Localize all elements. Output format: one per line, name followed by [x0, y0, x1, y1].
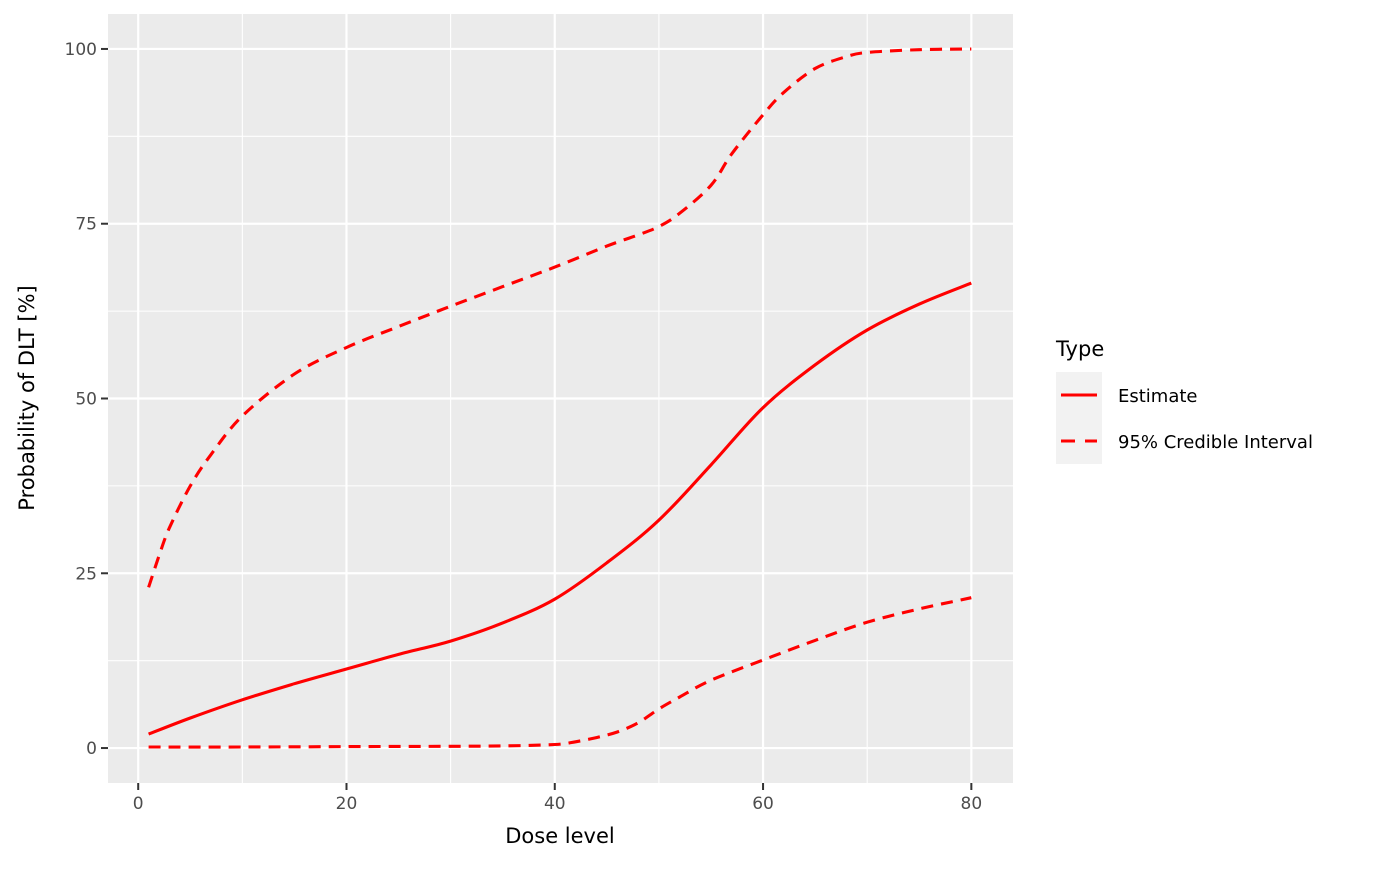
series-lines: [147, 47, 972, 749]
y-tick-label: 75: [75, 215, 97, 235]
y-tick-label: 50: [75, 390, 97, 410]
legend: Type Estimate 95% Credible Interval: [1055, 337, 1313, 464]
series-95-credible-interval-upper: [147, 47, 972, 588]
axis-tick-marks: [101, 47, 973, 790]
legend-label-estimate: Estimate: [1118, 386, 1198, 407]
x-tick-label: 60: [752, 794, 774, 814]
y-axis-title: Probability of DLT [%]: [15, 285, 39, 510]
legend-label-credible-interval: 95% Credible Interval: [1118, 432, 1313, 453]
x-tick-label: 40: [544, 794, 566, 814]
x-tick-label: 80: [961, 794, 983, 814]
x-tick-label: 20: [336, 794, 358, 814]
series-estimate: [148, 281, 972, 736]
y-tick-label: 0: [86, 739, 97, 759]
y-tick-label: 25: [75, 564, 97, 584]
x-axis-title: Dose level: [505, 824, 615, 848]
gridlines-major: [108, 14, 1013, 783]
legend-title: Type: [1055, 337, 1104, 361]
x-axis-tick-labels: 0 20 40 60 80: [133, 794, 982, 814]
y-tick-label: 100: [65, 40, 97, 60]
y-axis-tick-labels: 0 25 50 75 100: [65, 40, 97, 759]
x-tick-label: 0: [133, 794, 144, 814]
series-95-credible-interval-lower: [148, 596, 972, 749]
